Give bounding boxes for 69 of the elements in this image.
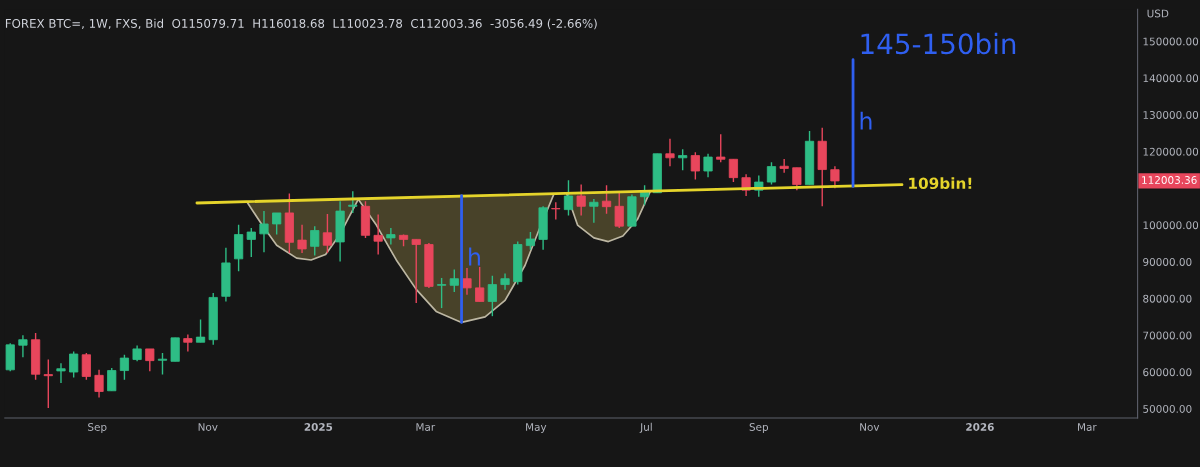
candlestick — [119, 354, 130, 381]
candlestick — [449, 268, 459, 293]
candlestick — [728, 158, 739, 183]
y-tick-label: 130000.00 — [1143, 111, 1199, 119]
candlestick — [766, 161, 777, 186]
candlestick — [601, 184, 612, 215]
candlestick — [145, 348, 155, 372]
candlestick — [94, 369, 104, 399]
candlestick — [348, 190, 358, 214]
candlestick — [297, 223, 307, 254]
candlestick — [386, 227, 396, 246]
candlestick — [703, 153, 713, 178]
y-tick-label: 70000.00 — [1143, 331, 1192, 340]
y-tick-label: 100000.00 — [1143, 221, 1199, 230]
text: FOREX BTC=, 1W, FXS, Bid O115079.71 H116018.68 L110023.78 C112003.36 -3056.49 (-2.66%) — [5, 18, 597, 30]
candlestick — [411, 238, 421, 304]
candlestick — [614, 192, 624, 229]
candlestick — [272, 212, 282, 236]
y-tick-label: 120000.00 — [1143, 147, 1199, 156]
candlestick — [69, 350, 79, 379]
x-tick-label: May — [526, 423, 547, 433]
candlestick — [81, 352, 91, 381]
candlestick — [690, 151, 700, 181]
candlestick — [322, 213, 333, 254]
y-tick-label: 90000.00 — [1143, 258, 1192, 266]
x-tick-label: Sep — [88, 423, 107, 433]
candlestick — [678, 148, 688, 171]
candlestick — [475, 266, 485, 303]
x-tick-label: 2025 — [304, 423, 333, 431]
candlestick — [373, 213, 383, 256]
text: 112003.36 — [1142, 176, 1197, 184]
annotation: 145-150bin — [861, 32, 1016, 55]
candlestick — [43, 358, 53, 409]
candlestick — [792, 167, 802, 191]
y-tick-label: 60000.00 — [1143, 368, 1192, 377]
x-tick-label: Mar — [416, 423, 436, 431]
candlestick — [589, 198, 599, 224]
x-tick-label: Mar — [1078, 423, 1097, 431]
candlestick — [183, 333, 193, 353]
x-tick-label: 2026 — [966, 423, 994, 431]
y-axis-title: USD — [1147, 9, 1169, 18]
candlestick — [107, 367, 117, 392]
x-tick-label: Nov — [860, 423, 880, 431]
candlestick — [157, 352, 168, 376]
x-tick-label: Jul — [639, 422, 652, 433]
candlestick — [56, 362, 66, 384]
candlestick — [246, 227, 256, 258]
y-tick-label: 80000.00 — [1143, 294, 1192, 303]
candlestick — [576, 183, 586, 217]
candlestick — [18, 334, 28, 359]
candlestick — [779, 158, 789, 174]
candlestick — [563, 179, 574, 217]
x-tick-label: Nov — [198, 423, 218, 431]
candlestick — [437, 277, 447, 309]
series-label: h — [860, 111, 872, 130]
candlestick — [665, 137, 675, 167]
candlestick — [716, 133, 726, 163]
candlestick — [170, 337, 180, 363]
candlestick — [310, 225, 320, 257]
series-label: h — [469, 247, 480, 266]
y-tick-label: 140000.00 — [1143, 74, 1199, 83]
series-label: 109bin! — [909, 177, 972, 190]
x-tick-label: Sep — [749, 423, 769, 433]
candlestick — [487, 275, 497, 317]
y-tick-label: 150000.00 — [1143, 37, 1199, 46]
candlestick — [259, 210, 269, 253]
candlestick — [195, 318, 206, 343]
y-tick-label: 50000.00 — [1143, 405, 1192, 413]
candlestick — [462, 267, 472, 296]
